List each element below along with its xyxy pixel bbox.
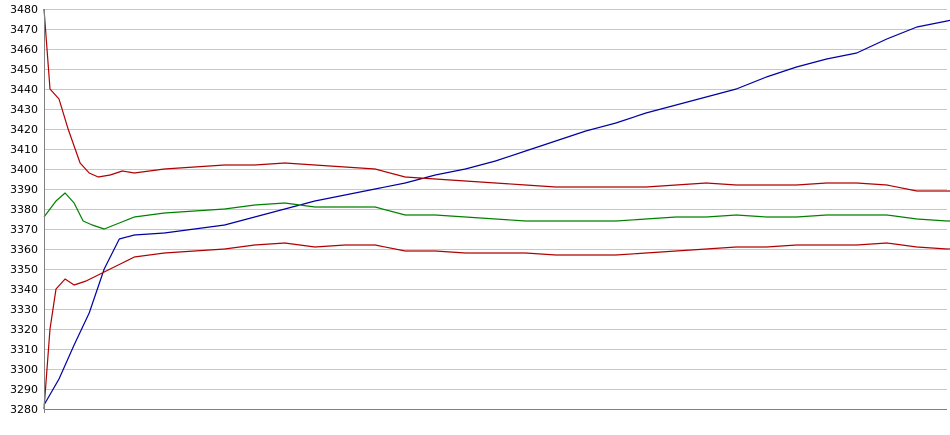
y-tick-label: 3450 bbox=[10, 63, 38, 76]
y-tick-label: 3470 bbox=[10, 23, 38, 36]
series-line-3 bbox=[43, 192, 950, 230]
y-tick-label: 3370 bbox=[10, 223, 38, 236]
y-tick-label: 3350 bbox=[10, 263, 38, 276]
y-tick-label: 3340 bbox=[10, 283, 38, 296]
y-tick-label: 3360 bbox=[10, 243, 38, 256]
y-tick-label: 3420 bbox=[10, 123, 38, 136]
y-tick-label: 3400 bbox=[10, 163, 38, 176]
y-tick-label: 3380 bbox=[10, 203, 38, 216]
y-tick-label: 3280 bbox=[10, 403, 38, 416]
series-lines bbox=[43, 8, 950, 410]
y-tick-labels: 3280 3290 3300 3310 3320 3330 3340 3350 3360 3370… bbox=[10, 3, 38, 416]
series-line-1 bbox=[43, 19, 950, 406]
series-line-4 bbox=[43, 242, 950, 410]
y-tick-label: 3330 bbox=[10, 303, 38, 316]
y-tick-label: 3460 bbox=[10, 43, 38, 56]
y-tick-label: 3440 bbox=[10, 83, 38, 96]
y-tick-label: 3480 bbox=[10, 3, 38, 16]
y-tick-label: 3430 bbox=[10, 103, 38, 116]
y-tick-label: 3410 bbox=[10, 143, 38, 156]
y-tick-label: 3390 bbox=[10, 183, 38, 196]
gridlines bbox=[44, 9, 947, 410]
series-line-2 bbox=[43, 8, 950, 192]
y-tick-label: 3310 bbox=[10, 343, 38, 356]
y-tick-label: 3300 bbox=[10, 363, 38, 376]
y-tick-label: 3290 bbox=[10, 383, 38, 396]
y-tick-label: 3320 bbox=[10, 323, 38, 336]
